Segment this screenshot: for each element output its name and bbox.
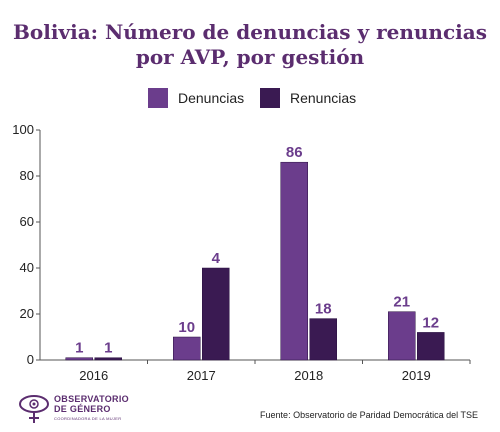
y-tick-label: 20 <box>20 306 34 321</box>
logo-subtitle: COORDINADORA DE LA MUJER <box>54 416 122 421</box>
legend-label-denuncias: Denuncias <box>178 90 244 106</box>
data-label: 1 <box>104 340 112 357</box>
source-note: Fuente: Observatorio de Paridad Democrát… <box>260 410 478 420</box>
bar-renuncias <box>309 318 337 361</box>
data-label: 21 <box>393 294 410 311</box>
chart-title: Bolivia: Número de denuncias y renuncias… <box>0 20 500 70</box>
legend-swatch-renuncias <box>260 88 280 108</box>
data-label: 10 <box>178 319 195 336</box>
data-label: 18 <box>315 301 332 318</box>
data-label: 12 <box>422 314 439 331</box>
y-tick-label: 60 <box>20 214 34 229</box>
x-tick-label: 2017 <box>187 368 216 383</box>
logo-name-line-2: DE GÉNERO <box>54 404 111 414</box>
bar-denuncias <box>388 311 416 361</box>
bar-renuncias <box>417 332 445 361</box>
bar-denuncias <box>173 336 201 361</box>
logo-name-line-1: OBSERVATORIO <box>54 394 129 404</box>
bar-denuncias <box>280 161 308 361</box>
logo-name: OBSERVATORIO DE GÉNERO <box>54 394 129 414</box>
data-label: 86 <box>286 144 303 161</box>
chart-title-line-1: Bolivia: Número de denuncias y renuncias <box>13 20 487 44</box>
logo-eye-icon <box>19 395 49 423</box>
logo: OBSERVATORIO DE GÉNERO COORDINADORA DE L… <box>18 392 158 426</box>
x-tick-label: 2019 <box>402 368 431 383</box>
y-tick-label: 100 <box>12 122 34 137</box>
x-tick-label: 2016 <box>79 368 108 383</box>
bar-denuncias <box>65 357 93 361</box>
legend-label-renuncias: Renuncias <box>290 90 356 106</box>
y-tick-label: 0 <box>27 352 34 367</box>
data-label: 1 <box>75 340 83 357</box>
bar-renuncias <box>94 357 122 361</box>
legend-swatch-denuncias <box>148 88 168 108</box>
bar-renuncias <box>202 267 230 361</box>
x-tick-label: 2018 <box>294 368 323 383</box>
data-label: 4 <box>212 250 221 267</box>
y-tick-label: 40 <box>20 260 34 275</box>
y-tick-label: 80 <box>20 168 34 183</box>
chart-title-line-2: por AVP, por gestión <box>135 45 365 69</box>
